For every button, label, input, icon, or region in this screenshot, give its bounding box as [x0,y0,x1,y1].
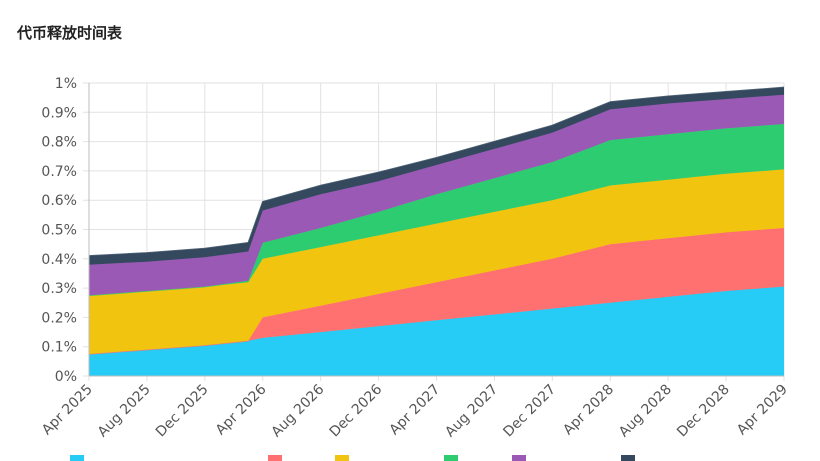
x-tick-label: Dec 2025 [153,382,212,441]
area-series-3 [89,169,784,354]
x-tick-label: Dec 2028 [674,382,733,441]
legend-swatch-4 [444,455,458,461]
y-tick-label: 0.3% [41,281,77,297]
x-tick-label: Apr 2025 [39,382,96,439]
y-tick-label: 0.7% [41,164,77,180]
x-tick-label: Apr 2027 [387,382,444,439]
y-tick-label: 0.5% [41,223,77,239]
y-tick-label: 0.9% [41,105,77,121]
chart-title: 代币释放时间表 [17,24,123,42]
area-edge-6 [88,86,785,257]
x-tick-label: Apr 2026 [213,381,270,438]
area-series-4 [89,124,784,296]
chart-legend [70,455,635,461]
legend-swatch-1 [70,455,84,461]
x-tick-label: Aug 2027 [442,382,501,441]
x-tick-label: Aug 2025 [95,382,154,441]
y-tick-label: 0% [55,369,77,385]
x-tick-label: Dec 2026 [327,381,386,440]
y-tick-label: 0.2% [41,310,77,326]
area-series-2 [89,228,784,354]
legend-swatch-6 [621,455,635,461]
y-tick-label: 0.6% [41,193,77,209]
legend-swatch-3 [335,455,349,461]
x-tick-label: Dec 2027 [500,382,559,441]
x-tick-label: Apr 2028 [560,382,617,439]
y-tick-label: 0.4% [41,252,77,268]
y-tick-label: 0.1% [41,340,77,356]
y-tick-label: 1% [55,76,77,92]
area-series-1 [89,286,784,376]
x-tick-label: Aug 2026 [269,381,328,440]
y-tick-label: 0.8% [41,135,77,151]
x-tick-label: Apr 2029 [734,382,791,439]
area-series-5 [89,94,784,296]
legend-swatch-2 [268,455,282,461]
stacked-areas [88,86,785,376]
x-tick-label: Aug 2028 [616,382,675,441]
legend-swatch-5 [512,455,526,461]
